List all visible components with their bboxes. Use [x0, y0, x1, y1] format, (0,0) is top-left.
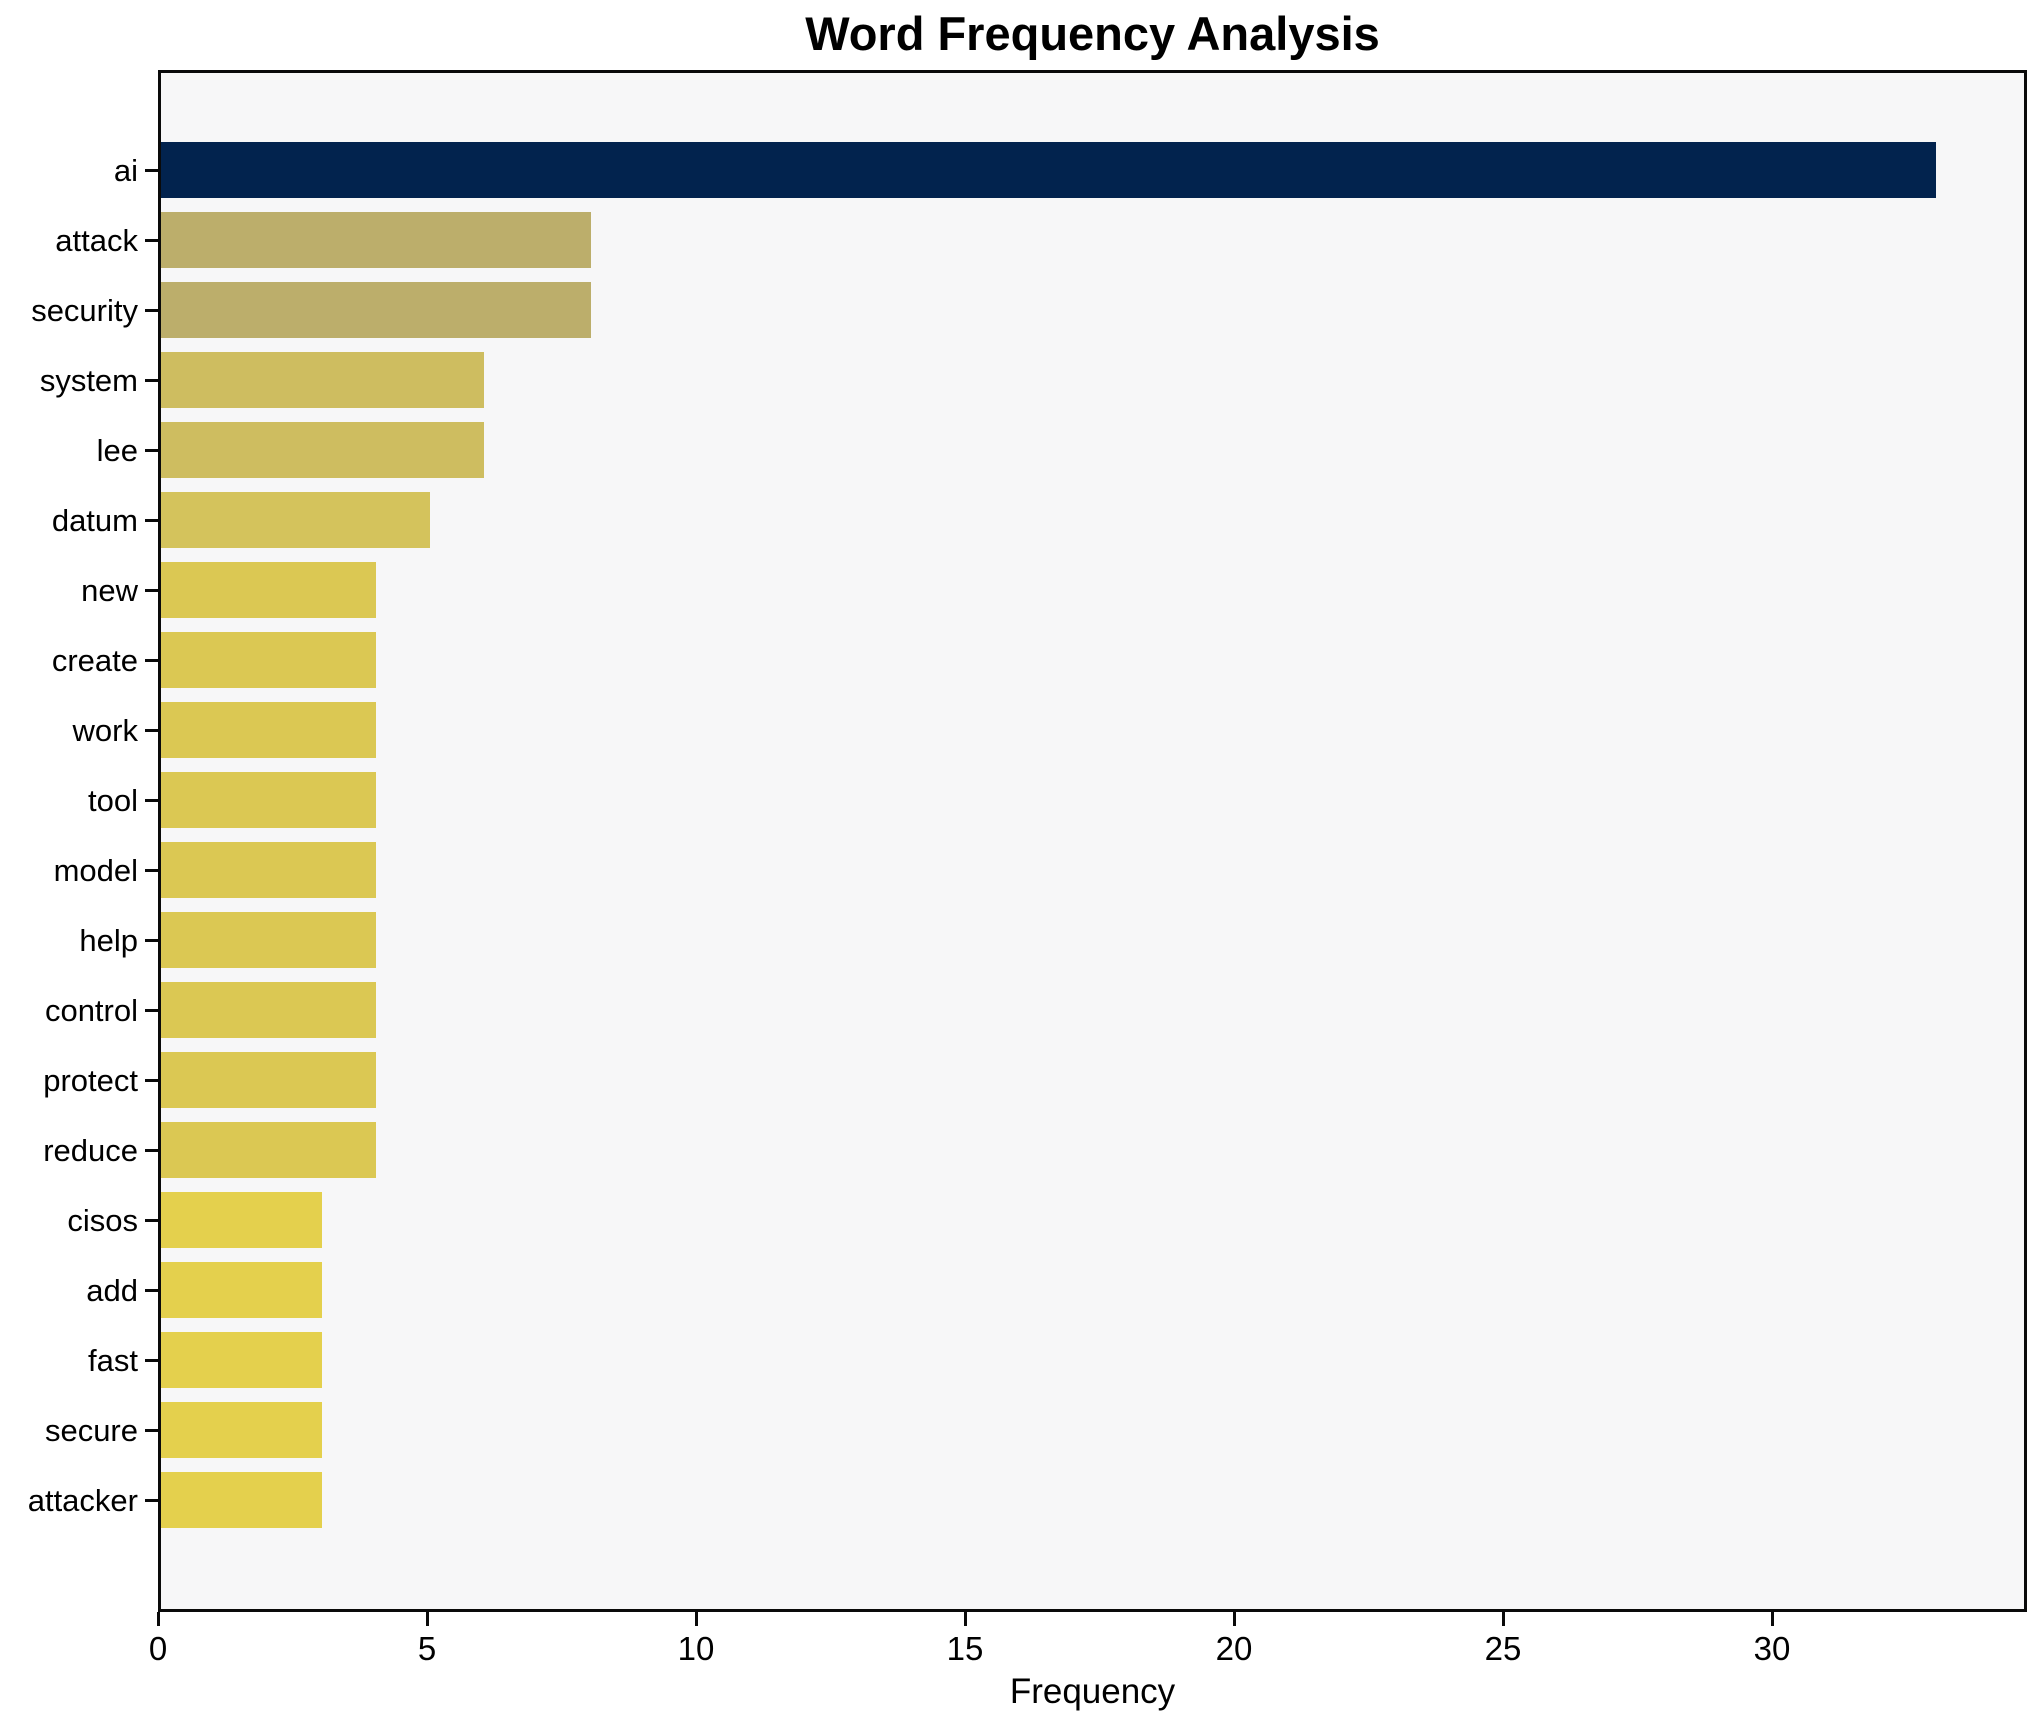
y-tick-label-tool: tool — [88, 783, 138, 818]
y-tick-label-create: create — [51, 643, 138, 678]
y-tick-mark — [145, 799, 158, 802]
bar-reduce — [161, 1122, 376, 1178]
y-tick-mark — [145, 939, 158, 942]
bar-datum — [161, 492, 430, 548]
y-tick-mark — [145, 379, 158, 382]
x-tick-label-15: 15 — [946, 1630, 984, 1667]
y-tick-mark — [145, 659, 158, 662]
y-tick-label-reduce: reduce — [43, 1133, 138, 1168]
y-tick-mark — [145, 1079, 158, 1082]
bar-new — [161, 562, 376, 618]
y-tick-label-attacker: attacker — [27, 1483, 138, 1518]
bar-secure — [161, 1402, 322, 1458]
bar-system — [161, 352, 484, 408]
plot-area — [158, 70, 2027, 1612]
y-tick-label-lee: lee — [96, 433, 138, 468]
y-tick-mark — [145, 519, 158, 522]
y-tick-label-system: system — [39, 363, 138, 398]
y-tick-mark — [145, 1429, 158, 1432]
y-tick-mark — [145, 309, 158, 312]
y-tick-label-attack: attack — [55, 223, 138, 258]
y-tick-mark — [145, 589, 158, 592]
x-tick-mark — [695, 1612, 698, 1626]
bar-control — [161, 982, 376, 1038]
y-tick-mark — [145, 869, 158, 872]
x-tick-mark — [1771, 1612, 1774, 1626]
y-tick-label-new: new — [81, 573, 138, 608]
y-tick-label-help: help — [79, 923, 138, 958]
y-tick-label-fast: fast — [88, 1343, 138, 1378]
y-tick-mark — [145, 239, 158, 242]
x-tick-label-5: 5 — [417, 1630, 437, 1667]
bar-add — [161, 1262, 322, 1318]
x-tick-label-0: 0 — [148, 1630, 168, 1667]
y-tick-mark — [145, 729, 158, 732]
y-tick-mark — [145, 1289, 158, 1292]
y-tick-label-ai: ai — [113, 153, 138, 188]
bar-tool — [161, 772, 376, 828]
bar-security — [161, 282, 591, 338]
bar-create — [161, 632, 376, 688]
y-tick-mark — [145, 1359, 158, 1362]
x-tick-mark — [964, 1612, 967, 1626]
y-tick-mark — [145, 1219, 158, 1222]
y-tick-label-control: control — [44, 993, 138, 1028]
x-tick-mark — [426, 1612, 429, 1626]
y-tick-label-model: model — [53, 853, 138, 888]
y-tick-mark — [145, 169, 158, 172]
bar-attacker — [161, 1472, 322, 1528]
y-tick-label-datum: datum — [51, 503, 138, 538]
bar-lee — [161, 422, 484, 478]
y-tick-label-cisos: cisos — [67, 1203, 138, 1238]
bar-protect — [161, 1052, 376, 1108]
y-tick-mark — [145, 1009, 158, 1012]
y-tick-label-protect: protect — [43, 1063, 138, 1098]
bar-fast — [161, 1332, 322, 1388]
x-tick-label-20: 20 — [1215, 1630, 1253, 1667]
x-tick-mark — [1502, 1612, 1505, 1626]
chart-title: Word Frequency Analysis — [805, 7, 1380, 60]
y-tick-mark — [145, 1149, 158, 1152]
x-tick-label-10: 10 — [677, 1630, 715, 1667]
bar-cisos — [161, 1192, 322, 1248]
bar-help — [161, 912, 376, 968]
x-axis-label: Frequency — [1009, 1672, 1176, 1711]
bar-work — [161, 702, 376, 758]
y-tick-mark — [145, 1499, 158, 1502]
y-tick-label-secure: secure — [44, 1413, 138, 1448]
y-tick-label-work: work — [72, 713, 138, 748]
x-tick-label-25: 25 — [1484, 1630, 1522, 1667]
bar-ai — [161, 142, 1936, 198]
y-tick-label-security: security — [31, 293, 138, 328]
y-tick-mark — [145, 449, 158, 452]
bar-model — [161, 842, 376, 898]
x-tick-mark — [1233, 1612, 1236, 1626]
y-tick-label-add: add — [86, 1273, 138, 1308]
x-tick-mark — [157, 1612, 160, 1626]
x-tick-label-30: 30 — [1753, 1630, 1791, 1667]
bar-attack — [161, 212, 591, 268]
